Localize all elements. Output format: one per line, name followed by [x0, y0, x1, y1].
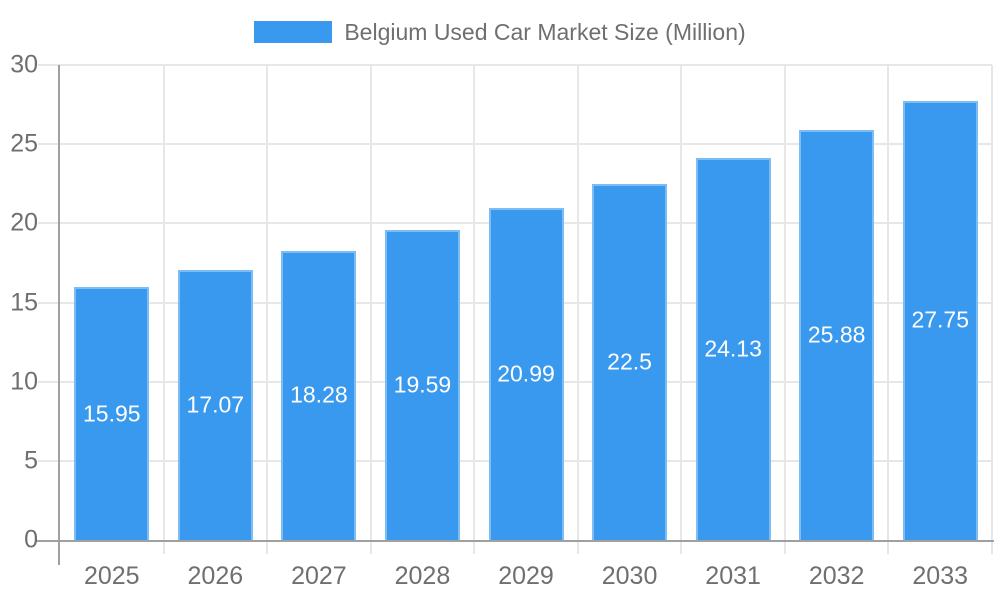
bar-value-label: 19.59 [393, 371, 452, 398]
bar-value-label: 18.28 [290, 381, 348, 408]
bar-value-label: 27.75 [911, 306, 969, 333]
x-tick-label: 2026 [187, 562, 244, 590]
y-tick-label: 10 [10, 367, 38, 396]
y-tick-label: 25 [10, 129, 38, 158]
y-gridline [38, 143, 992, 146]
bar [74, 287, 150, 540]
y-tick-label: 20 [10, 208, 38, 237]
y-gridline [38, 64, 992, 66]
chart-legend: Belgium Used Car Market Size (Million) [0, 18, 1000, 46]
x-tick-label: 2028 [394, 562, 451, 590]
x-gridline [266, 65, 269, 554]
x-tick-label: 2025 [83, 562, 140, 590]
bar [488, 207, 564, 540]
bar-value-label: 22.5 [607, 348, 652, 375]
bar [902, 100, 978, 540]
bar [695, 157, 771, 540]
bar [592, 183, 668, 540]
x-tick-label: 2031 [705, 562, 761, 590]
bar [384, 229, 460, 540]
plot-area: 0 5 10 15 20 25 30 15.95 2025 17.07 2026 18.28 2027 1… [10, 51, 994, 590]
x-gridline [680, 65, 683, 554]
bar-value-label: 20.99 [497, 360, 555, 387]
x-gridline [887, 65, 890, 554]
x-tick-label: 2027 [291, 562, 347, 590]
legend-label: Belgium Used Car Market Size (Million) [344, 18, 746, 45]
bar [281, 250, 357, 540]
bar-value-label: 24.13 [704, 335, 762, 362]
y-axis-line [58, 65, 60, 565]
bar-value-label: 17.07 [186, 391, 245, 418]
x-gridline [991, 65, 993, 554]
x-gridline [576, 65, 579, 554]
bar-value-label: 15.95 [82, 400, 141, 427]
x-tick-label: 2032 [808, 562, 865, 590]
x-gridline [162, 65, 165, 554]
legend-swatch [254, 21, 333, 43]
y-tick-label: 30 [10, 50, 38, 79]
x-axis-line [35, 540, 994, 542]
x-gridline [473, 65, 476, 554]
bar [799, 130, 875, 540]
x-tick-label: 2030 [601, 562, 658, 590]
y-tick-label: 0 [24, 525, 38, 554]
bar-value-label: 25.88 [807, 321, 866, 348]
x-tick-label: 2029 [498, 562, 554, 590]
y-tick-label: 5 [24, 446, 38, 475]
bar [177, 269, 253, 540]
x-gridline [369, 65, 372, 554]
x-tick-label: 2033 [912, 562, 969, 590]
y-tick-label: 15 [10, 288, 38, 316]
x-gridline [783, 65, 786, 554]
